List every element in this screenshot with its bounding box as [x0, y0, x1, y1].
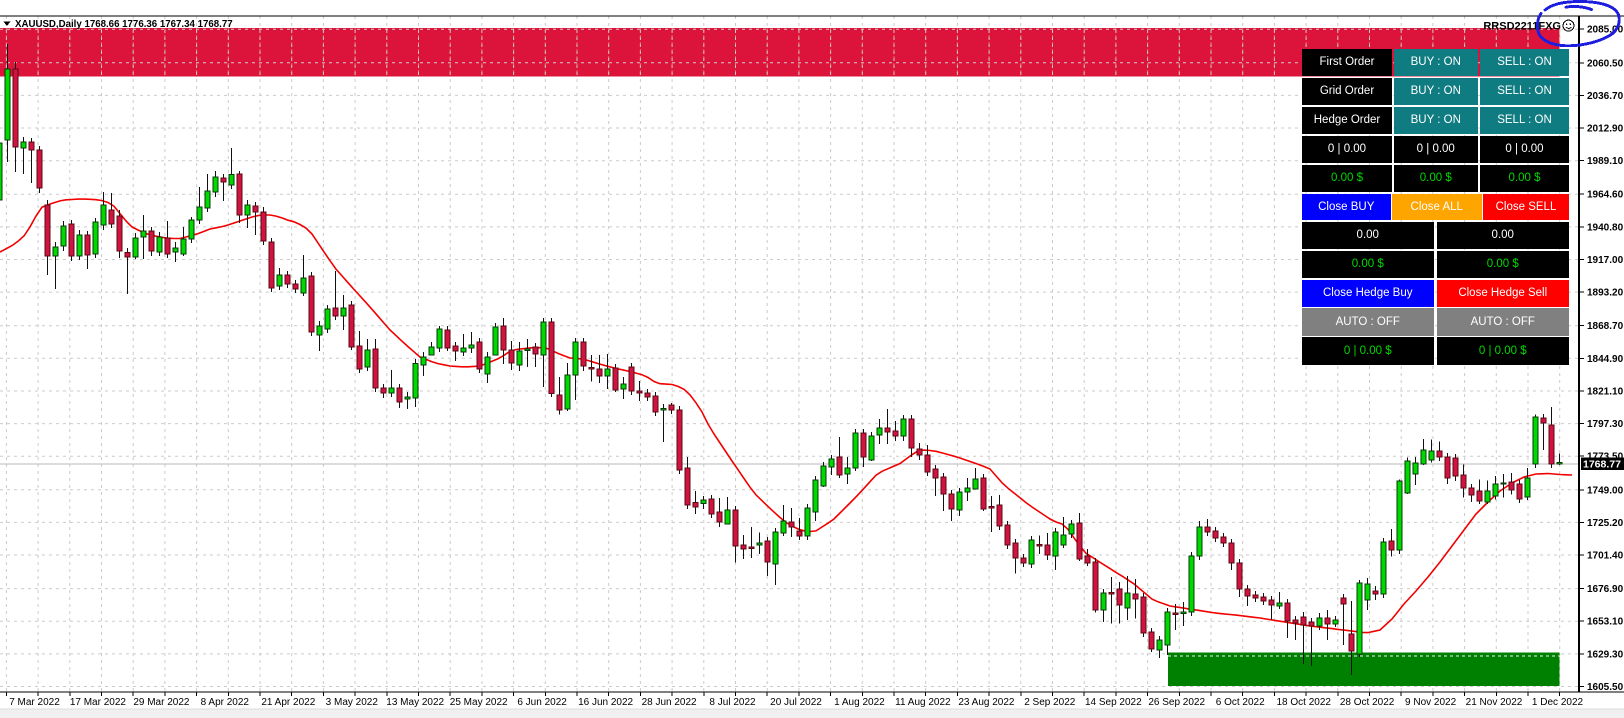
svg-text:1701.40: 1701.40	[1587, 551, 1624, 562]
svg-text:1605.50: 1605.50	[1587, 682, 1624, 693]
svg-text:RRSD2211FXG: RRSD2211FXG	[1483, 21, 1561, 33]
svg-text:1773.50: 1773.50	[1587, 452, 1624, 463]
svg-text:1821.10: 1821.10	[1587, 387, 1624, 398]
svg-text:29 Mar 2022: 29 Mar 2022	[133, 697, 190, 708]
svg-text:1629.30: 1629.30	[1587, 649, 1624, 660]
svg-text:1964.60: 1964.60	[1587, 190, 1624, 201]
svg-text:1893.20: 1893.20	[1587, 288, 1624, 299]
svg-text:1989.10: 1989.10	[1587, 156, 1624, 167]
svg-text:26 Sep 2022: 26 Sep 2022	[1148, 697, 1205, 708]
svg-text:1725.20: 1725.20	[1587, 518, 1624, 529]
svg-text:14 Sep 2022: 14 Sep 2022	[1085, 697, 1142, 708]
svg-text:8 Jul 2022: 8 Jul 2022	[709, 697, 756, 708]
svg-text:13 May 2022: 13 May 2022	[386, 697, 444, 708]
svg-text:2060.50: 2060.50	[1587, 58, 1624, 69]
svg-text:21 Nov 2022: 21 Nov 2022	[1466, 697, 1523, 708]
svg-text:9 Nov 2022: 9 Nov 2022	[1405, 697, 1457, 708]
svg-text:1797.30: 1797.30	[1587, 419, 1624, 430]
svg-text:21 Apr 2022: 21 Apr 2022	[261, 697, 315, 708]
svg-text:23 Aug 2022: 23 Aug 2022	[958, 697, 1015, 708]
svg-text:3 May 2022: 3 May 2022	[326, 697, 379, 708]
svg-text:1 Dec 2022: 1 Dec 2022	[1532, 697, 1584, 708]
svg-text:6 Jun 2022: 6 Jun 2022	[517, 697, 567, 708]
svg-text:7 Mar 2022: 7 Mar 2022	[9, 697, 60, 708]
svg-text:1844.90: 1844.90	[1587, 354, 1624, 365]
svg-text:1917.00: 1917.00	[1587, 255, 1624, 266]
svg-text:25 May 2022: 25 May 2022	[450, 697, 508, 708]
svg-text:16 Jun 2022: 16 Jun 2022	[578, 697, 633, 708]
svg-text:2012.90: 2012.90	[1587, 124, 1624, 135]
svg-text:8 Apr 2022: 8 Apr 2022	[201, 697, 250, 708]
svg-text:2085.00: 2085.00	[1587, 25, 1624, 36]
svg-text:17 Mar 2022: 17 Mar 2022	[70, 697, 127, 708]
svg-text:1 Aug 2022: 1 Aug 2022	[834, 697, 885, 708]
svg-text:1676.90: 1676.90	[1587, 584, 1624, 595]
svg-text:18 Oct 2022: 18 Oct 2022	[1276, 697, 1331, 708]
svg-text:11 Aug 2022: 11 Aug 2022	[895, 697, 951, 708]
svg-text:2036.70: 2036.70	[1587, 91, 1624, 102]
svg-text:2 Sep 2022: 2 Sep 2022	[1024, 697, 1076, 708]
svg-text:XAUUSD,Daily 1768.66 1776.36: XAUUSD,Daily 1768.66 1776.36 1767.34 176…	[15, 19, 233, 30]
svg-text:1940.80: 1940.80	[1587, 222, 1624, 233]
svg-text:1749.00: 1749.00	[1587, 485, 1624, 496]
svg-text:20 Jul 2022: 20 Jul 2022	[770, 697, 822, 708]
svg-text:28 Jun 2022: 28 Jun 2022	[642, 697, 697, 708]
svg-text:6 Oct 2022: 6 Oct 2022	[1216, 697, 1265, 708]
svg-text:1653.10: 1653.10	[1587, 617, 1624, 628]
svg-text:1868.70: 1868.70	[1587, 321, 1624, 332]
svg-text:1768.77: 1768.77	[1583, 458, 1621, 470]
svg-text:28 Oct 2022: 28 Oct 2022	[1340, 697, 1395, 708]
